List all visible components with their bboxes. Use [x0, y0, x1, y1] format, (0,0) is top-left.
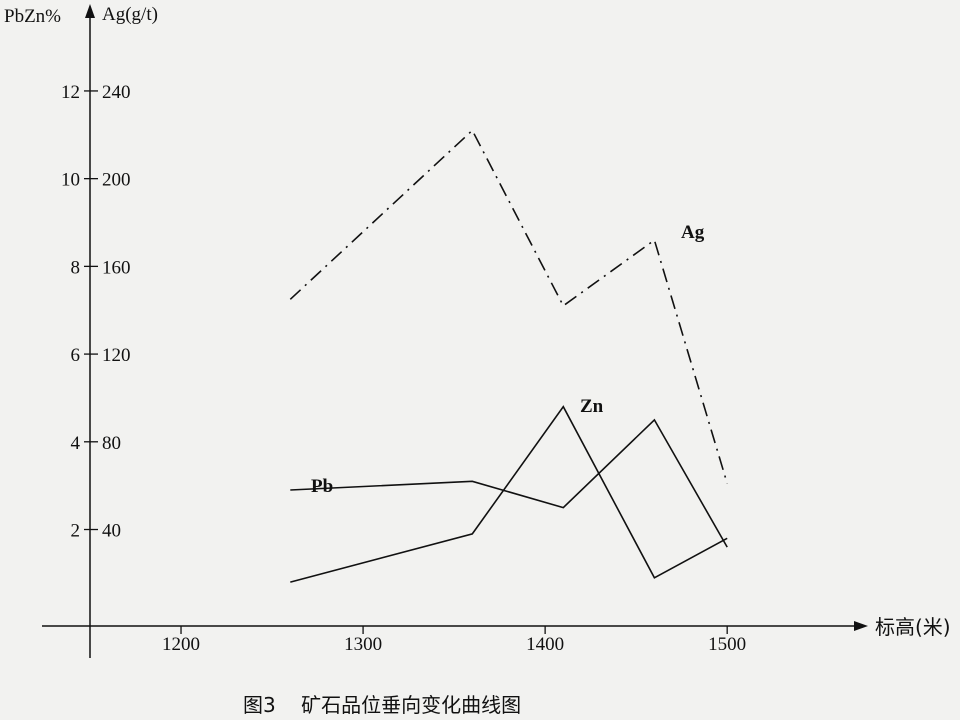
figure-caption: 图3 矿石品位垂向变化曲线图: [243, 693, 521, 717]
y-tick-label-ag: 160: [102, 257, 131, 278]
x-tick-label: 1200: [162, 634, 200, 655]
y-tick-label-ag: 240: [102, 82, 131, 103]
y-tick-label-ag: 80: [102, 433, 121, 454]
series-lines: [289, 129, 728, 583]
y-tick-label-pbzn: 6: [71, 345, 81, 366]
x-tick-label: 1400: [526, 634, 564, 655]
series-label-ag: Ag: [681, 222, 705, 243]
right-axis-label: Ag(g/t): [102, 4, 158, 25]
x-tick-label: 1300: [344, 634, 382, 655]
series-line-ag: [289, 129, 728, 484]
y-tick-label-ag: 120: [102, 345, 131, 366]
x-axis-label: 标高(米): [875, 615, 951, 639]
axes: [42, 4, 868, 658]
series-line-pb: [290, 418, 728, 548]
x-tick-label: 1500: [708, 634, 746, 655]
y-tick-label-pbzn: 12: [61, 82, 80, 103]
x-axis-arrow: [854, 621, 868, 631]
y-tick-label-ag: 40: [102, 521, 121, 542]
y-tick-label-pbzn: 4: [71, 433, 81, 454]
series-line-zn: [290, 405, 728, 583]
y-tick-label-pbzn: 2: [71, 521, 81, 542]
y-tick-label-pbzn: 8: [71, 257, 81, 278]
x-ticks: 1200 1300 1400 1500: [162, 626, 746, 655]
series-label-pb: Pb: [311, 476, 333, 497]
y-axis-arrow: [85, 4, 95, 18]
y-tick-label-pbzn: 10: [61, 170, 80, 191]
series-label-zn: Zn: [580, 396, 604, 417]
y-tick-label-ag: 200: [102, 170, 131, 191]
left-axis-label: PbZn%: [4, 6, 61, 27]
